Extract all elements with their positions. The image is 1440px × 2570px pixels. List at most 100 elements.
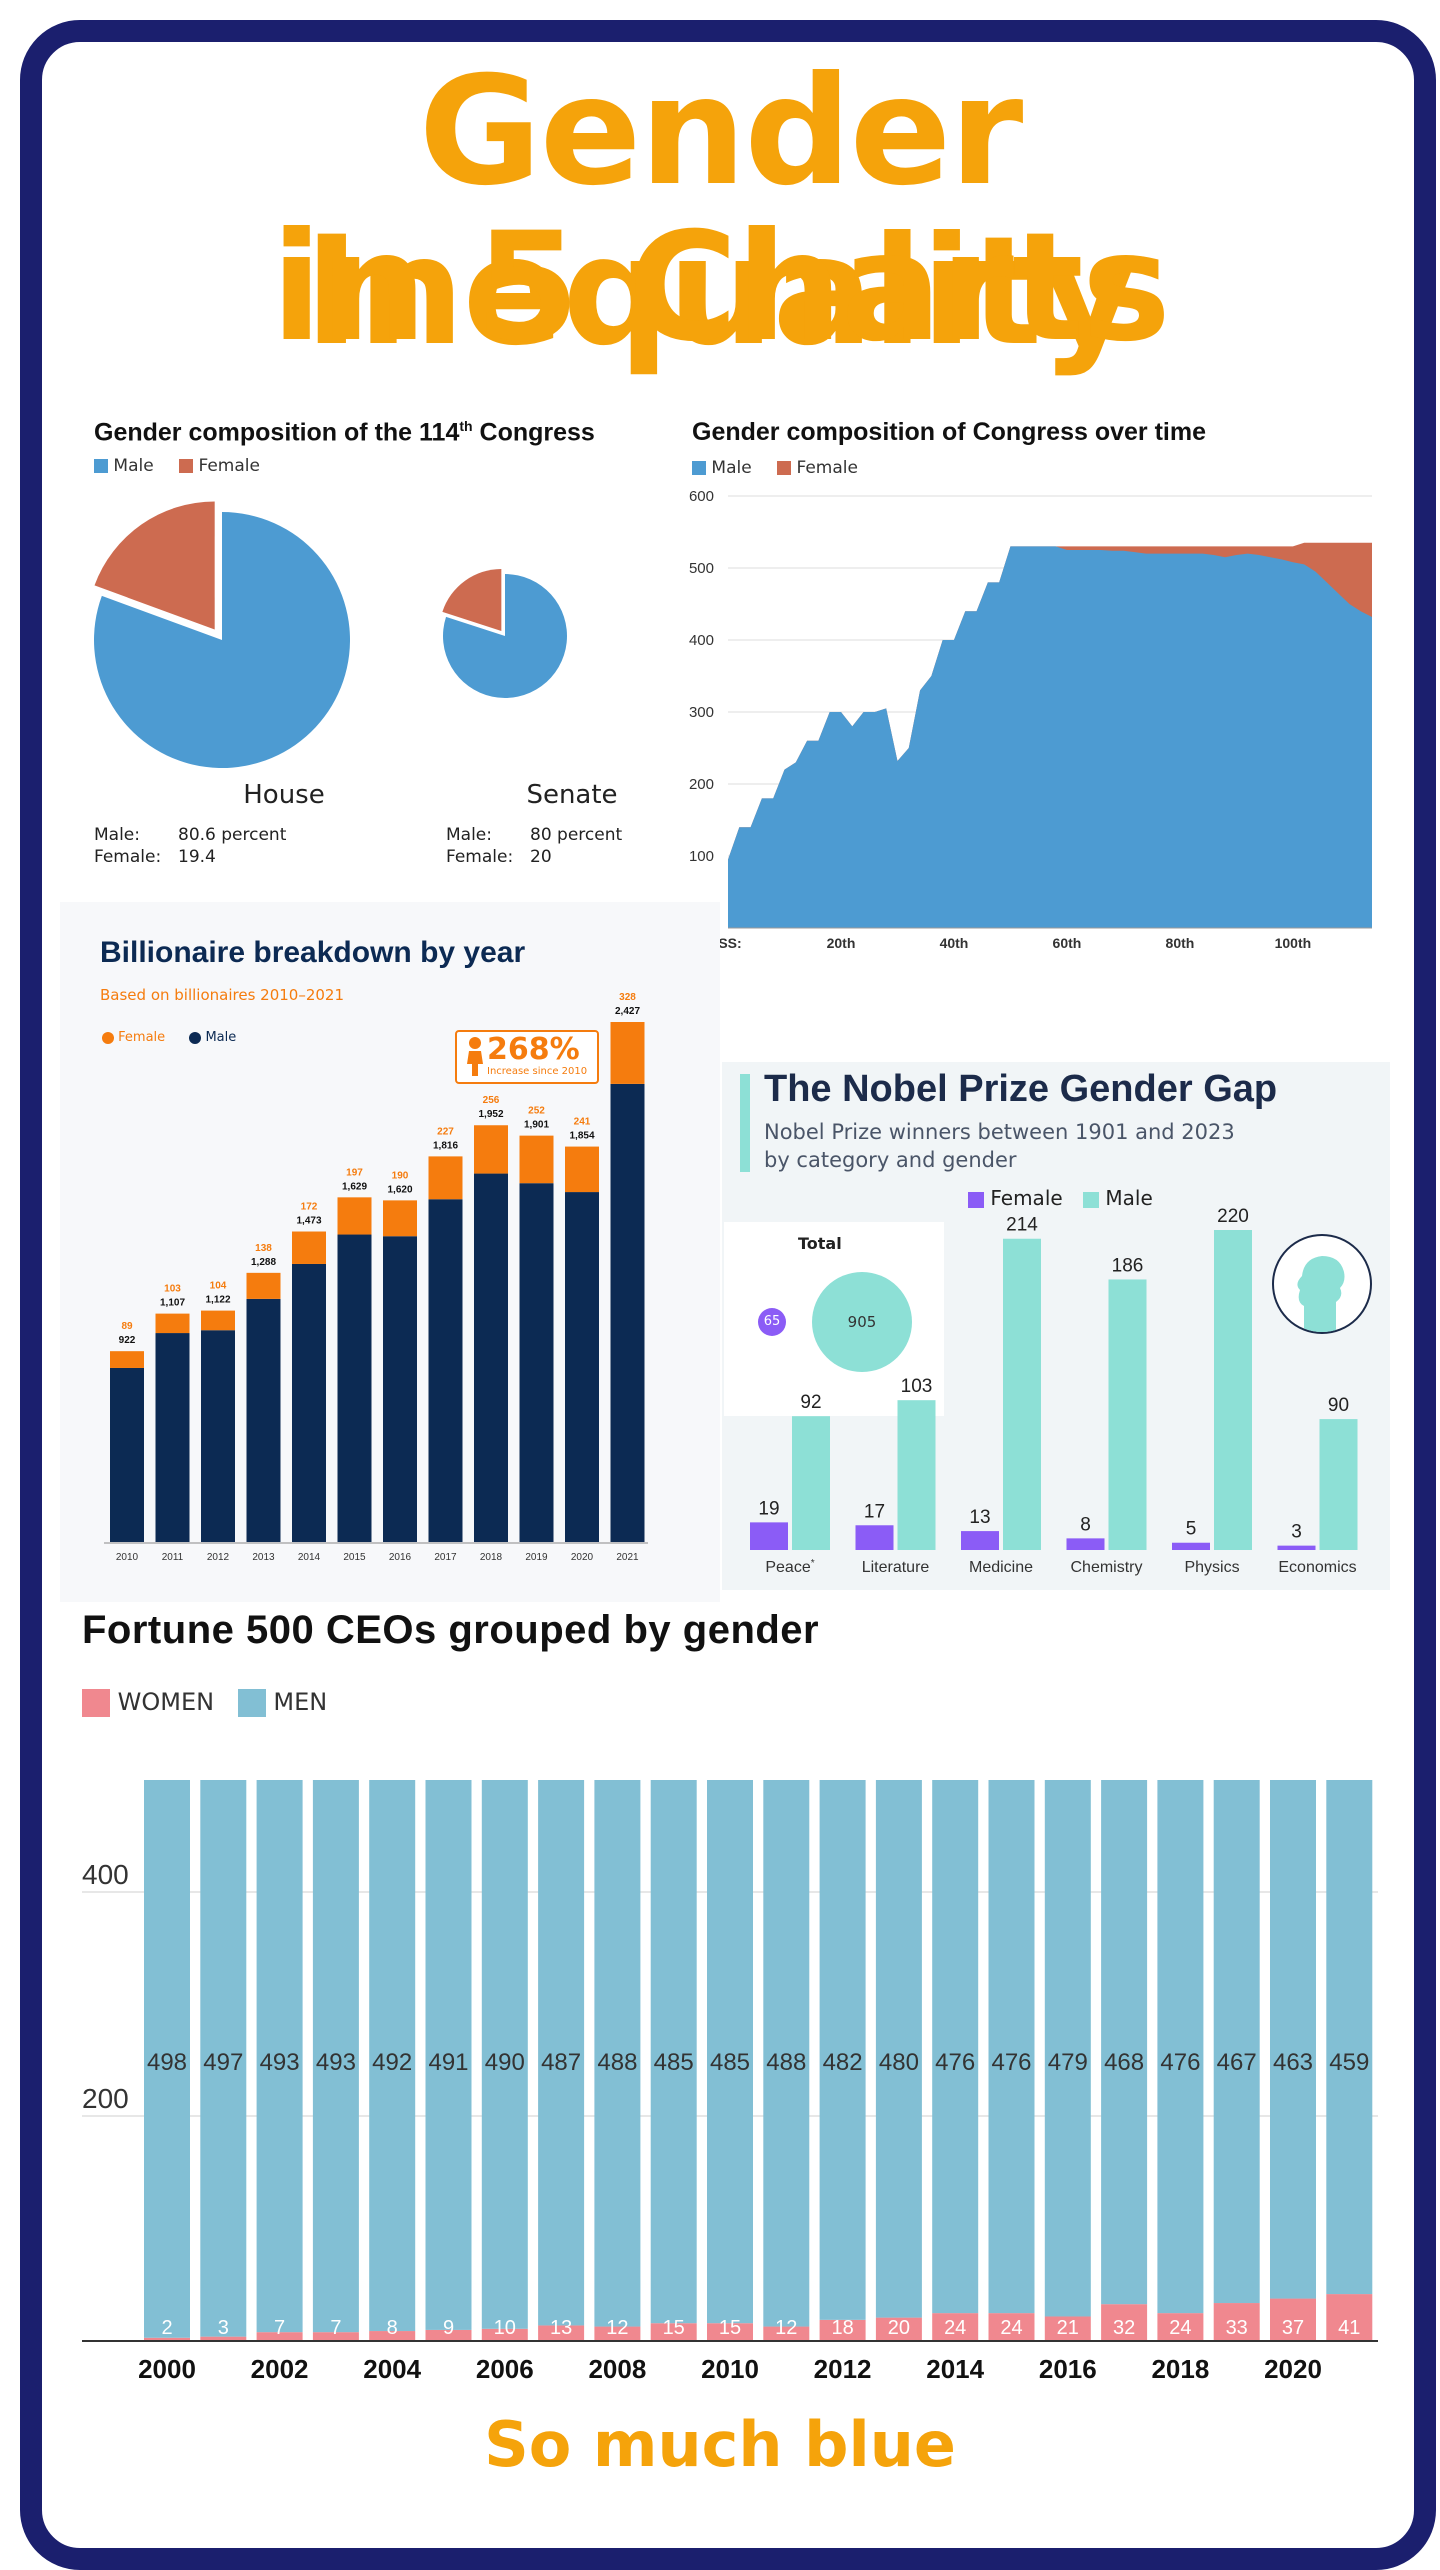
bar-male <box>246 1298 281 1542</box>
bar-male-label: 214 <box>1006 1215 1038 1236</box>
bar-female <box>565 1146 599 1193</box>
bar-women-label: 24 <box>944 2317 966 2339</box>
bar-female-label: 104 <box>210 1281 227 1292</box>
main-title-line2: in 5 Charts <box>270 201 1171 375</box>
category-label: Physics <box>1184 1559 1239 1576</box>
bar-male-label: 103 <box>901 1376 933 1397</box>
bar-women <box>594 2326 641 2340</box>
bar-male-label: 92 <box>800 1392 821 1413</box>
bar-female <box>110 1351 144 1368</box>
bar-women <box>1270 2298 1316 2340</box>
bar-male-label: 1,952 <box>478 1109 503 1120</box>
bar-male <box>383 1236 417 1542</box>
billionaire-title: Billionaire breakdown by year <box>100 936 526 969</box>
pie-svg <box>93 501 567 768</box>
bar-women-label: 21 <box>1057 2317 1079 2339</box>
billionaire-svg: 922 89 2010 1,107 103 2011 1,122 104 2012 1,288 13… <box>104 992 648 1563</box>
bar-men-label: 476 <box>935 2049 975 2076</box>
bar-women <box>312 2332 359 2340</box>
ceo-svg: 400 200 498 2 497 3 493 7 493 7 492 8 491 9 490 10 487 13… <box>82 1780 1378 2384</box>
bar-female <box>519 1135 554 1184</box>
callout-value: 268% <box>487 1032 580 1067</box>
nobel-subtitle-2: by category and gender <box>764 1148 1017 1172</box>
bar-women <box>425 2329 472 2340</box>
bar-male <box>1003 1238 1041 1550</box>
bar-women <box>650 2323 697 2340</box>
x-tick-label: 2002 <box>251 2354 309 2384</box>
bar-men-label: 479 <box>1048 2049 1088 2076</box>
bar-men <box>594 1780 641 2327</box>
bar-men <box>481 1780 528 2329</box>
pie-slice-male <box>442 574 567 698</box>
bar-men-label: 493 <box>260 2049 300 2076</box>
house-label: House <box>243 780 325 810</box>
bar-men <box>1101 1780 1148 2305</box>
bar-female <box>201 1310 235 1331</box>
y-tick-label: 100 <box>689 848 714 865</box>
bar-female-label: 5 <box>1186 1519 1197 1540</box>
bar-male <box>565 1192 599 1542</box>
bar-female <box>855 1525 894 1550</box>
bar-male <box>792 1416 830 1550</box>
x-tick-label: 2014 <box>926 2354 984 2384</box>
bar-male-label: 1,107 <box>160 1298 185 1309</box>
x-tick-label: 80th <box>1166 935 1195 951</box>
congress-114-chart: Gender composition of the 114th Congress… <box>62 400 662 900</box>
bar-men-label: 490 <box>485 2049 525 2076</box>
bar-men <box>707 1780 753 2324</box>
bar-men-label: 493 <box>316 2049 356 2076</box>
congress-114-legend: Male Female <box>94 456 260 476</box>
bar-female <box>474 1125 508 1174</box>
main-title-line1: Gender Inequality <box>303 45 1138 379</box>
x-tick-label: 2018 <box>1151 2354 1209 2384</box>
ceo-title: Fortune 500 CEOs grouped by gender <box>82 1608 820 1652</box>
legend-female-label: Female <box>198 456 260 476</box>
bar-male-label: 1,288 <box>251 1257 276 1268</box>
senate-label: Senate <box>526 780 618 810</box>
bar-women-label: 9 <box>443 2317 454 2339</box>
bar-male <box>292 1263 326 1542</box>
bar-women-label: 13 <box>550 2317 572 2339</box>
y-tick-label: 200 <box>689 776 714 793</box>
legend-women-swatch <box>82 1689 110 1717</box>
bar-men-label: 485 <box>710 2049 750 2076</box>
bar-men-label: 480 <box>879 2049 919 2076</box>
bar-female-label: 197 <box>346 1167 363 1178</box>
bar-female <box>383 1200 417 1237</box>
bar-men-label: 491 <box>428 2049 468 2076</box>
bar-female <box>750 1522 788 1550</box>
category-label: Chemistry <box>1070 1559 1142 1576</box>
x-tick-label: 2000 <box>138 2354 196 2384</box>
legend-female-swatch <box>968 1191 984 1208</box>
y-tick-label: 500 <box>689 560 714 577</box>
bar-female <box>428 1156 463 1200</box>
bar-male-label: 220 <box>1217 1206 1249 1227</box>
bar-women-label: 41 <box>1338 2317 1360 2339</box>
legend-female-label: Female <box>118 1030 166 1045</box>
bar-male-label: 186 <box>1112 1255 1144 1276</box>
congress-over-time-legend: Male Female <box>692 458 858 478</box>
bar-women-label: 24 <box>1000 2317 1022 2339</box>
bar-men <box>369 1780 416 2332</box>
x-tick-label: 2008 <box>588 2354 646 2384</box>
bar-female <box>246 1272 281 1299</box>
ceo-chart: Fortune 500 CEOs grouped by gender WOMEN… <box>60 1608 1390 2408</box>
bar-women <box>256 2332 303 2340</box>
bar-men <box>875 1780 922 2318</box>
footer-caption: So much blue <box>484 2408 956 2481</box>
legend-female-label: Female <box>796 458 858 478</box>
pie-slice-male <box>93 512 350 768</box>
bar-men-label: 485 <box>654 2049 694 2076</box>
congress-114-title: Gender composition of the 114th Congress <box>94 418 595 447</box>
bar-male <box>519 1183 554 1542</box>
bar-female <box>961 1531 999 1550</box>
bar-male-label: 1,901 <box>524 1120 549 1131</box>
peace-footnote-mark: * <box>811 1558 815 1569</box>
female-person-icon <box>467 1036 483 1076</box>
bar-women-label: 20 <box>888 2317 910 2339</box>
x-tick-label: 2021 <box>616 1552 639 1563</box>
bar-women-label: 8 <box>387 2317 398 2339</box>
x-tick-label: 2018 <box>480 1552 503 1563</box>
bar-female-label: 13 <box>969 1507 990 1528</box>
bar-men-label: 488 <box>597 2049 637 2076</box>
